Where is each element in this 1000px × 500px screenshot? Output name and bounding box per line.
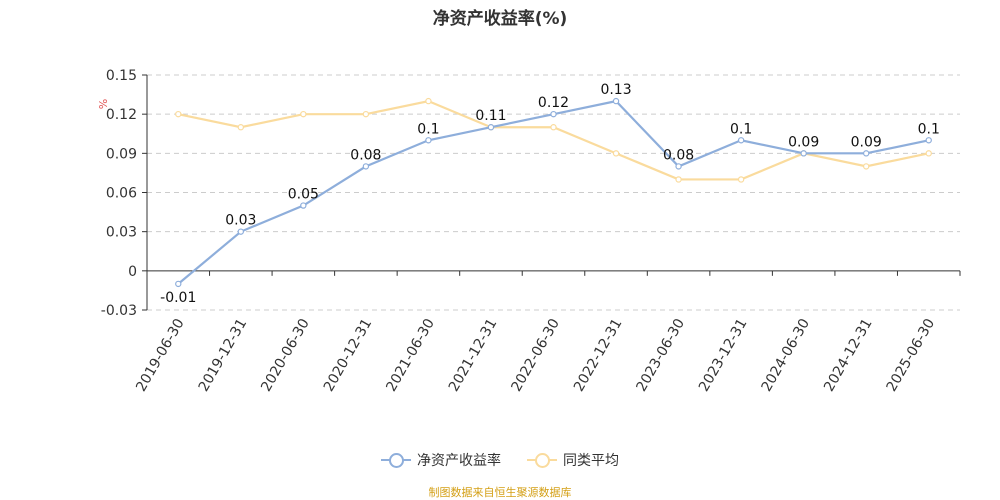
x-tick-label: 2022-06-30 xyxy=(508,316,563,394)
x-tick-label: 2025-06-30 xyxy=(884,316,939,394)
data-label: 0.05 xyxy=(288,187,319,203)
y-tick-label: 0 xyxy=(128,264,137,280)
y-tick-label: 0.06 xyxy=(106,186,137,202)
data-point-avg xyxy=(237,124,245,131)
data-point-main xyxy=(612,97,620,105)
y-tick-label: 0.03 xyxy=(106,225,137,241)
data-point-avg xyxy=(612,150,620,157)
data-point-avg xyxy=(425,97,432,105)
legend-marker-main xyxy=(381,453,411,468)
data-point-avg xyxy=(300,110,307,118)
legend-label-main: 净资产收益率 xyxy=(417,453,501,469)
y-tick-label: 0.12 xyxy=(106,107,137,123)
x-tick-label: 2021-06-30 xyxy=(383,316,438,394)
data-label: 0.11 xyxy=(475,108,506,124)
legend-item-avg[interactable]: 同类平均 xyxy=(527,450,619,470)
x-tick-label: 2021-12-31 xyxy=(446,316,501,394)
y-tick-label: 0.15 xyxy=(106,68,137,84)
data-label: 0.09 xyxy=(788,134,819,150)
data-point-avg xyxy=(925,150,932,157)
y-axis-unit-label: % xyxy=(97,99,110,109)
chart-title: 净资产收益率(%) xyxy=(432,9,568,29)
data-label: 0.08 xyxy=(350,147,381,163)
x-tick-label: 2019-06-30 xyxy=(133,316,188,394)
data-label: 0.13 xyxy=(600,82,631,98)
data-label: 0.03 xyxy=(225,213,256,229)
x-tick-label: 2024-12-31 xyxy=(821,316,876,394)
data-point-avg xyxy=(862,163,870,170)
x-tick-label: 2019-12-31 xyxy=(196,316,251,394)
data-label: 0.09 xyxy=(851,134,882,150)
x-tick-label: 2023-12-31 xyxy=(696,316,751,394)
x-tick-label: 2020-06-30 xyxy=(258,316,313,394)
data-label: 0.12 xyxy=(538,95,569,111)
y-tick-label: -0.03 xyxy=(101,303,137,319)
data-point-main xyxy=(550,110,557,118)
legend-label-avg: 同类平均 xyxy=(563,453,619,469)
x-tick-label: 2023-06-30 xyxy=(633,316,688,394)
source-note: 制图数据来自恒生聚源数据库 xyxy=(428,486,572,499)
data-label: -0.01 xyxy=(160,290,196,306)
data-point-main xyxy=(237,228,245,235)
data-label: 0.1 xyxy=(918,121,940,137)
legend-item-main[interactable]: 净资产收益率 xyxy=(381,450,501,470)
data-point-avg xyxy=(362,110,370,118)
legend-marker-avg xyxy=(527,453,557,468)
data-point-main xyxy=(175,280,182,288)
legend: 净资产收益率 同类平均 xyxy=(0,450,1000,470)
y-tick-label: 0.09 xyxy=(106,146,137,162)
data-point-main xyxy=(487,124,495,131)
data-point-avg xyxy=(675,176,682,183)
data-point-avg xyxy=(737,176,745,183)
data-point-main xyxy=(800,150,807,157)
data-point-main xyxy=(675,163,682,170)
data-point-avg xyxy=(550,124,557,131)
data-point-main xyxy=(300,202,307,209)
data-label: 0.08 xyxy=(663,147,694,163)
data-point-main xyxy=(737,137,745,144)
data-point-avg xyxy=(175,110,182,118)
data-point-main xyxy=(925,137,932,144)
data-label: 0.1 xyxy=(417,121,439,137)
data-point-main xyxy=(862,150,870,157)
x-tick-label: 2024-06-30 xyxy=(759,316,814,394)
data-point-main xyxy=(425,137,432,144)
data-point-main xyxy=(362,163,370,170)
x-tick-label: 2022-12-31 xyxy=(571,316,626,394)
data-label: 0.1 xyxy=(730,121,752,137)
x-tick-label: 2020-12-31 xyxy=(321,316,376,394)
